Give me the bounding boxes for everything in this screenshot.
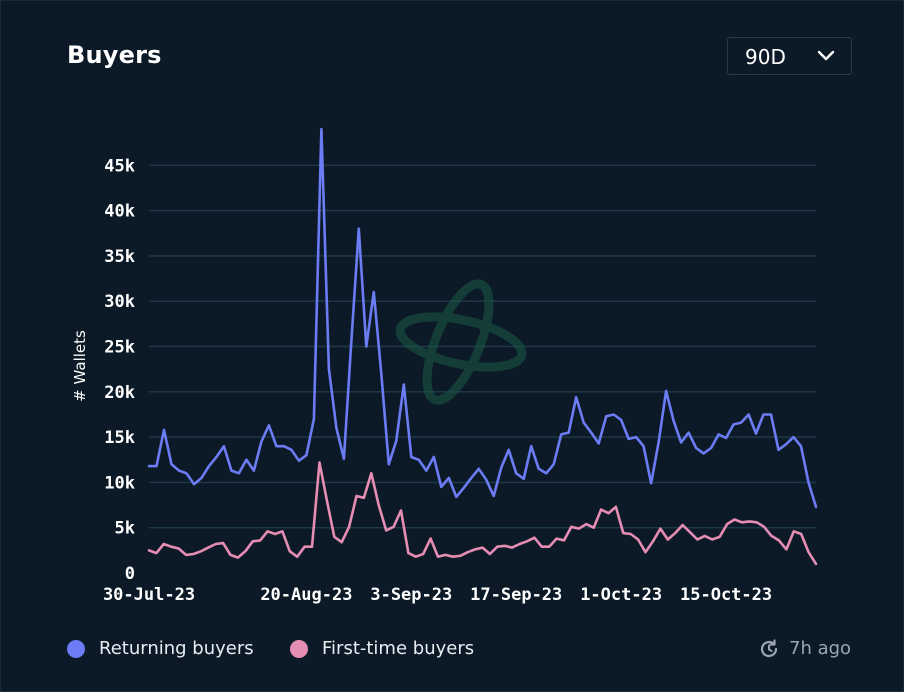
x-tick-label: 1-Oct-23 bbox=[580, 585, 662, 605]
card-title: Buyers bbox=[67, 41, 162, 69]
x-tick-label: 15-Oct-23 bbox=[680, 585, 772, 605]
x-tick-label: 20-Aug-23 bbox=[260, 585, 352, 605]
x-tick-label: 30-Jul-23 bbox=[103, 585, 195, 605]
x-tick-label: 3-Sep-23 bbox=[370, 585, 452, 605]
series-line-returning bbox=[147, 127, 818, 509]
y-tick-label: 40k bbox=[104, 202, 135, 222]
legend-item-returning[interactable]: Returning buyers bbox=[67, 637, 277, 661]
y-axis-label: # Wallets bbox=[71, 330, 89, 402]
y-tick-label: 10k bbox=[104, 473, 135, 493]
legend-label-returning: Returning buyers bbox=[99, 638, 254, 659]
y-tick-label: 0 bbox=[125, 564, 135, 584]
refresh-clock-icon bbox=[760, 639, 778, 658]
x-axis-ticks: 30-Jul-23 20-Aug-23 3-Sep-23 17-Sep-23 1-Oct… bbox=[103, 585, 772, 605]
last-updated-text: 7h ago bbox=[789, 638, 852, 659]
series-lines bbox=[147, 127, 818, 566]
period-select-value: 90D bbox=[745, 45, 786, 69]
grid-lines bbox=[149, 164, 816, 529]
y-tick-label: 25k bbox=[104, 338, 135, 358]
y-tick-label: 35k bbox=[104, 247, 135, 267]
legend-swatch-first-time bbox=[290, 640, 308, 658]
buyers-line-chart: 0 5k 10k 15k 20k 25k 30k 35k 40k 45k 30-Jul-23 20-… bbox=[71, 127, 818, 605]
legend-item-first-time[interactable]: First-time buyers bbox=[290, 637, 500, 661]
series-line-first-time bbox=[147, 461, 818, 566]
y-axis-ticks: 0 5k 10k 15k 20k 25k 30k 35k 40k 45k bbox=[104, 156, 135, 584]
y-tick-label: 15k bbox=[104, 428, 135, 448]
y-tick-label: 5k bbox=[115, 519, 135, 539]
y-tick-label: 30k bbox=[104, 292, 135, 312]
legend-label-first-time: First-time buyers bbox=[322, 638, 475, 659]
y-tick-label: 20k bbox=[104, 383, 135, 403]
watermark-logo-icon bbox=[395, 279, 527, 405]
y-tick-label: 45k bbox=[104, 156, 135, 176]
x-tick-label: 17-Sep-23 bbox=[470, 585, 562, 605]
legend-swatch-returning bbox=[67, 640, 85, 658]
chevron-down-icon bbox=[817, 50, 835, 61]
period-select[interactable]: 90D bbox=[727, 37, 852, 75]
